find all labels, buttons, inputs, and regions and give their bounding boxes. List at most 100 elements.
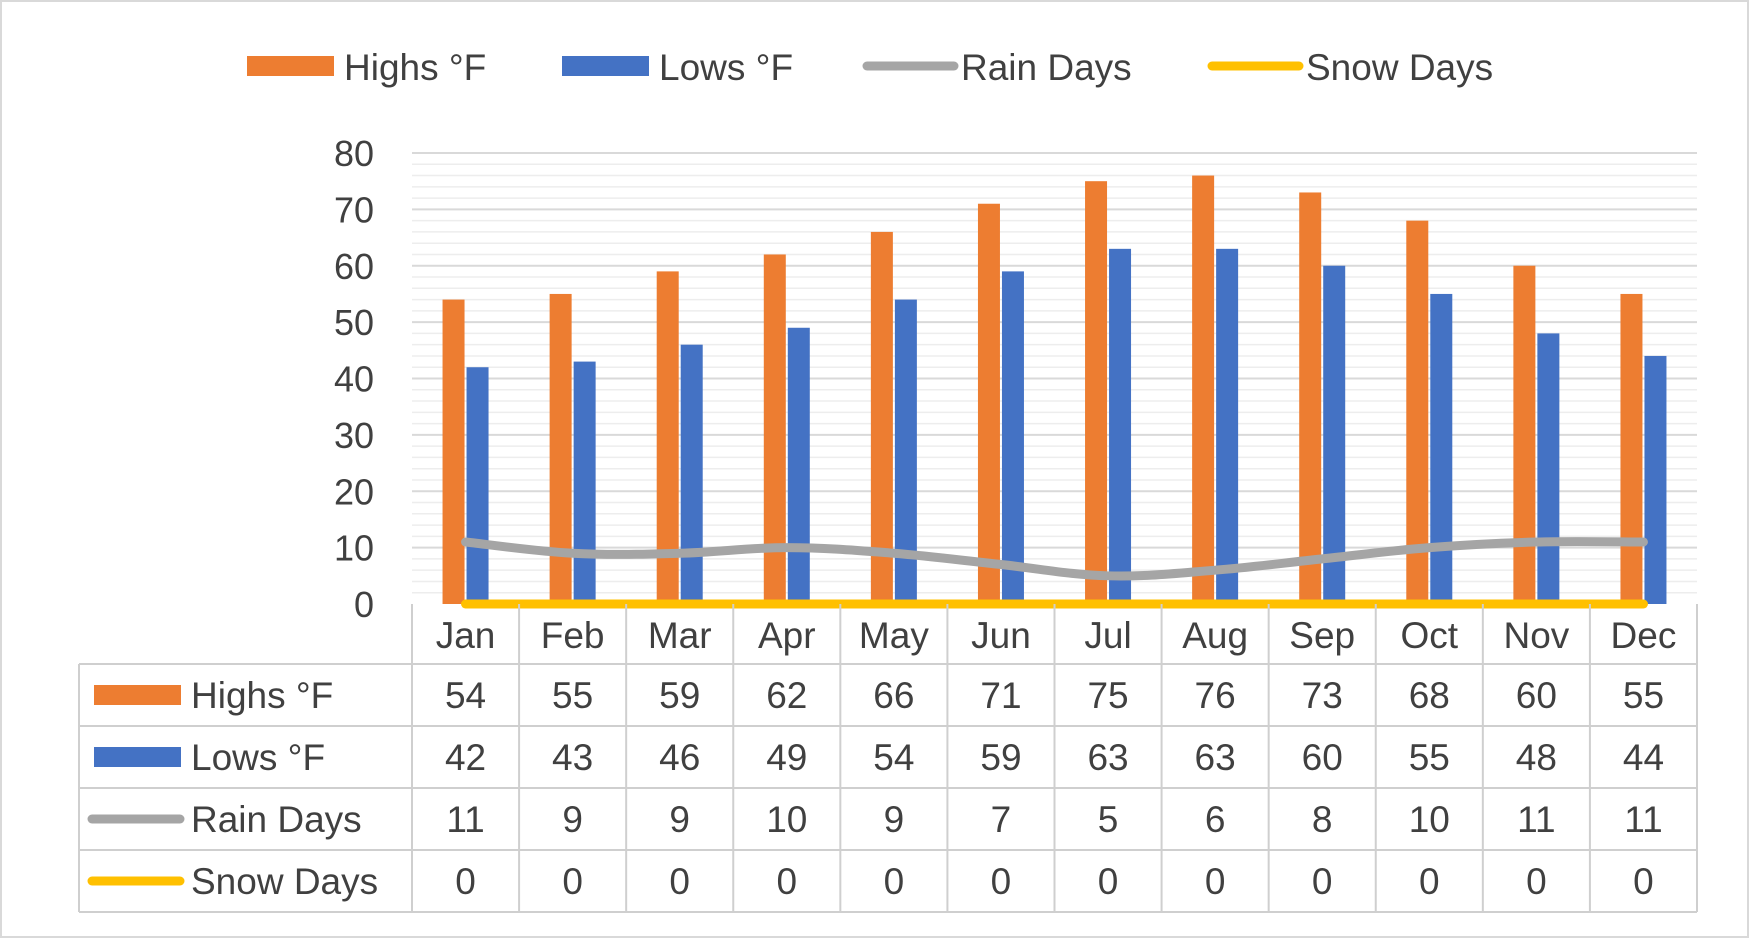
legend-swatch-highs-f — [247, 56, 334, 76]
category-label-jan: Jan — [436, 615, 496, 656]
bar-lows-f-oct — [1430, 293, 1453, 604]
legend-label-snow-days: Snow Days — [1306, 47, 1493, 88]
table-cell-snow-days-aug: 0 — [1205, 861, 1226, 902]
category-label-nov: Nov — [1503, 615, 1569, 656]
y-tick-label-60: 60 — [334, 246, 374, 287]
category-label-aug: Aug — [1182, 615, 1248, 656]
table-cell-highs-f-jun: 71 — [980, 675, 1021, 716]
data-table: Jan Feb Mar Apr May Jun Jul Aug Sep Oct Nov Dec High… — [78, 604, 1698, 913]
category-label-mar: Mar — [648, 615, 712, 656]
category-label-jun: Jun — [971, 615, 1031, 656]
bar-lows-f-aug — [1216, 248, 1239, 604]
line-rain-days — [461, 537, 1648, 581]
table-cell-snow-days-mar: 0 — [669, 861, 690, 902]
y-tick-label-70: 70 — [334, 189, 374, 230]
table-cell-snow-days-jul: 0 — [1098, 861, 1119, 902]
y-tick-label-50: 50 — [334, 302, 374, 343]
table-cell-highs-f-jul: 75 — [1087, 675, 1128, 716]
legend-swatch-lows-f — [562, 56, 649, 76]
table-cell-rain-days-apr: 10 — [766, 799, 807, 840]
table-cell-highs-f-feb: 55 — [552, 675, 593, 716]
category-label-feb: Feb — [541, 615, 605, 656]
table-cell-highs-f-apr: 62 — [766, 675, 807, 716]
y-tick-label-80: 80 — [334, 133, 374, 174]
table-row-label-highs-f: Highs °F — [191, 675, 333, 716]
table-cell-lows-f-jul: 63 — [1087, 737, 1128, 778]
table-cell-rain-days-dec: 11 — [1624, 799, 1662, 840]
category-label-jul: Jul — [1084, 615, 1131, 656]
table-row-snow-days: Snow Days 0 0 0 0 0 0 0 0 0 0 0 0 — [87, 861, 1654, 902]
bar-lows-f-sep — [1323, 265, 1346, 604]
bar-lows-f-jul — [1109, 248, 1132, 604]
bar-highs-f-mar — [656, 271, 679, 604]
y-tick-label-0: 0 — [354, 584, 374, 625]
gridlines — [412, 152, 1697, 594]
table-cell-rain-days-jun: 7 — [991, 799, 1012, 840]
table-cell-lows-f-sep: 60 — [1302, 737, 1343, 778]
table-cell-rain-days-mar: 9 — [669, 799, 690, 840]
bar-highs-f-nov — [1513, 265, 1536, 604]
table-cell-lows-f-apr: 49 — [766, 737, 807, 778]
y-tick-label-20: 20 — [334, 471, 374, 512]
table-cell-snow-days-jun: 0 — [991, 861, 1012, 902]
table-row-lows-f: Lows °F 42 43 46 49 54 59 63 63 60 55 48 44 — [94, 737, 1664, 778]
table-cell-highs-f-sep: 73 — [1302, 675, 1343, 716]
table-cell-rain-days-nov: 11 — [1517, 799, 1555, 840]
table-cell-lows-f-jun: 59 — [980, 737, 1021, 778]
y-tick-label-30: 30 — [334, 415, 374, 456]
legend: Highs °F Lows °F Rain Days Snow Days — [247, 47, 1493, 88]
y-tick-label-40: 40 — [334, 359, 374, 400]
table-cell-snow-days-jan: 0 — [455, 861, 476, 902]
bar-lows-f-jun — [1001, 271, 1024, 604]
bar-highs-f-jul — [1085, 181, 1108, 604]
table-cell-highs-f-nov: 60 — [1516, 675, 1557, 716]
table-row-rain-days: Rain Days 11 9 9 10 9 7 5 6 8 10 11 11 — [87, 799, 1663, 840]
table-cell-highs-f-aug: 76 — [1195, 675, 1236, 716]
table-row-label-rain-days: Rain Days — [191, 799, 362, 840]
table-cell-highs-f-mar: 59 — [659, 675, 700, 716]
table-cell-lows-f-aug: 63 — [1195, 737, 1236, 778]
bar-lows-f-apr — [787, 327, 810, 604]
table-cell-highs-f-dec: 55 — [1623, 675, 1664, 716]
bar-highs-f-sep — [1299, 192, 1322, 604]
table-cell-snow-days-nov: 0 — [1526, 861, 1547, 902]
bar-highs-f-jan — [442, 299, 465, 604]
bar-lows-f-jan — [466, 367, 489, 604]
table-cell-rain-days-jan: 11 — [446, 799, 484, 840]
table-cell-highs-f-may: 66 — [873, 675, 914, 716]
category-label-may: May — [859, 615, 929, 656]
category-label-sep: Sep — [1289, 615, 1355, 656]
table-cell-rain-days-sep: 8 — [1312, 799, 1333, 840]
category-label-dec: Dec — [1611, 615, 1677, 656]
bar-lows-f-nov — [1537, 333, 1560, 604]
table-cell-rain-days-jul: 5 — [1098, 799, 1119, 840]
table-cell-snow-days-sep: 0 — [1312, 861, 1333, 902]
bar-highs-f-may — [870, 231, 893, 605]
bar-lows-f-may — [894, 299, 917, 604]
table-cell-lows-f-nov: 48 — [1516, 737, 1557, 778]
bar-highs-f-feb — [549, 293, 572, 604]
bars — [442, 175, 1667, 605]
bar-highs-f-jun — [977, 203, 1000, 605]
bar-lows-f-dec — [1644, 355, 1667, 604]
category-label-oct: Oct — [1401, 615, 1459, 656]
bar-highs-f-apr — [763, 254, 786, 604]
table-cell-highs-f-oct: 68 — [1409, 675, 1450, 716]
legend-label-lows-f: Lows °F — [659, 47, 793, 88]
table-cell-rain-days-aug: 6 — [1205, 799, 1226, 840]
legend-label-highs-f: Highs °F — [344, 47, 486, 88]
table-row-label-lows-f: Lows °F — [191, 737, 325, 778]
table-row-label-snow-days: Snow Days — [191, 861, 378, 902]
table-cell-snow-days-oct: 0 — [1419, 861, 1440, 902]
table-cell-lows-f-feb: 43 — [552, 737, 593, 778]
table-cell-lows-f-dec: 44 — [1623, 737, 1664, 778]
table-legend-key-highs-f — [94, 685, 181, 705]
table-cell-rain-days-feb: 9 — [562, 799, 583, 840]
legend-label-rain-days: Rain Days — [961, 47, 1132, 88]
table-legend-key-lows-f — [94, 747, 181, 767]
bar-highs-f-dec — [1620, 293, 1643, 604]
y-axis: 0 10 20 30 40 50 60 70 80 — [334, 133, 374, 625]
y-tick-label-10: 10 — [334, 528, 374, 569]
table-cell-lows-f-jan: 42 — [445, 737, 486, 778]
